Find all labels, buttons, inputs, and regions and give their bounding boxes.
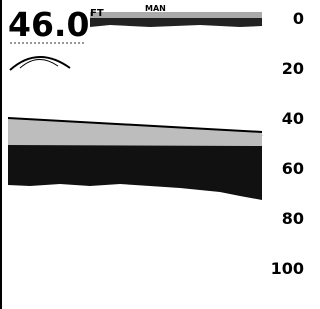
depth-scale-label: 20 bbox=[282, 59, 304, 78]
mode-label: MAN bbox=[145, 4, 166, 13]
surface-band bbox=[90, 12, 262, 18]
sonar-screen: 46.0 FT MAN 0 20 40 60 80 100 bbox=[0, 0, 308, 309]
depth-scale-label: 60 bbox=[282, 159, 304, 178]
depth-scale-label: 40 bbox=[282, 109, 304, 128]
depth-scale-label: 80 bbox=[282, 209, 304, 228]
depth-readout: 46.0 bbox=[8, 5, 89, 44]
depth-scale-label: 0 bbox=[293, 9, 304, 28]
depth-unit: FT bbox=[90, 8, 104, 19]
depth-scale-label: 100 bbox=[271, 259, 304, 278]
